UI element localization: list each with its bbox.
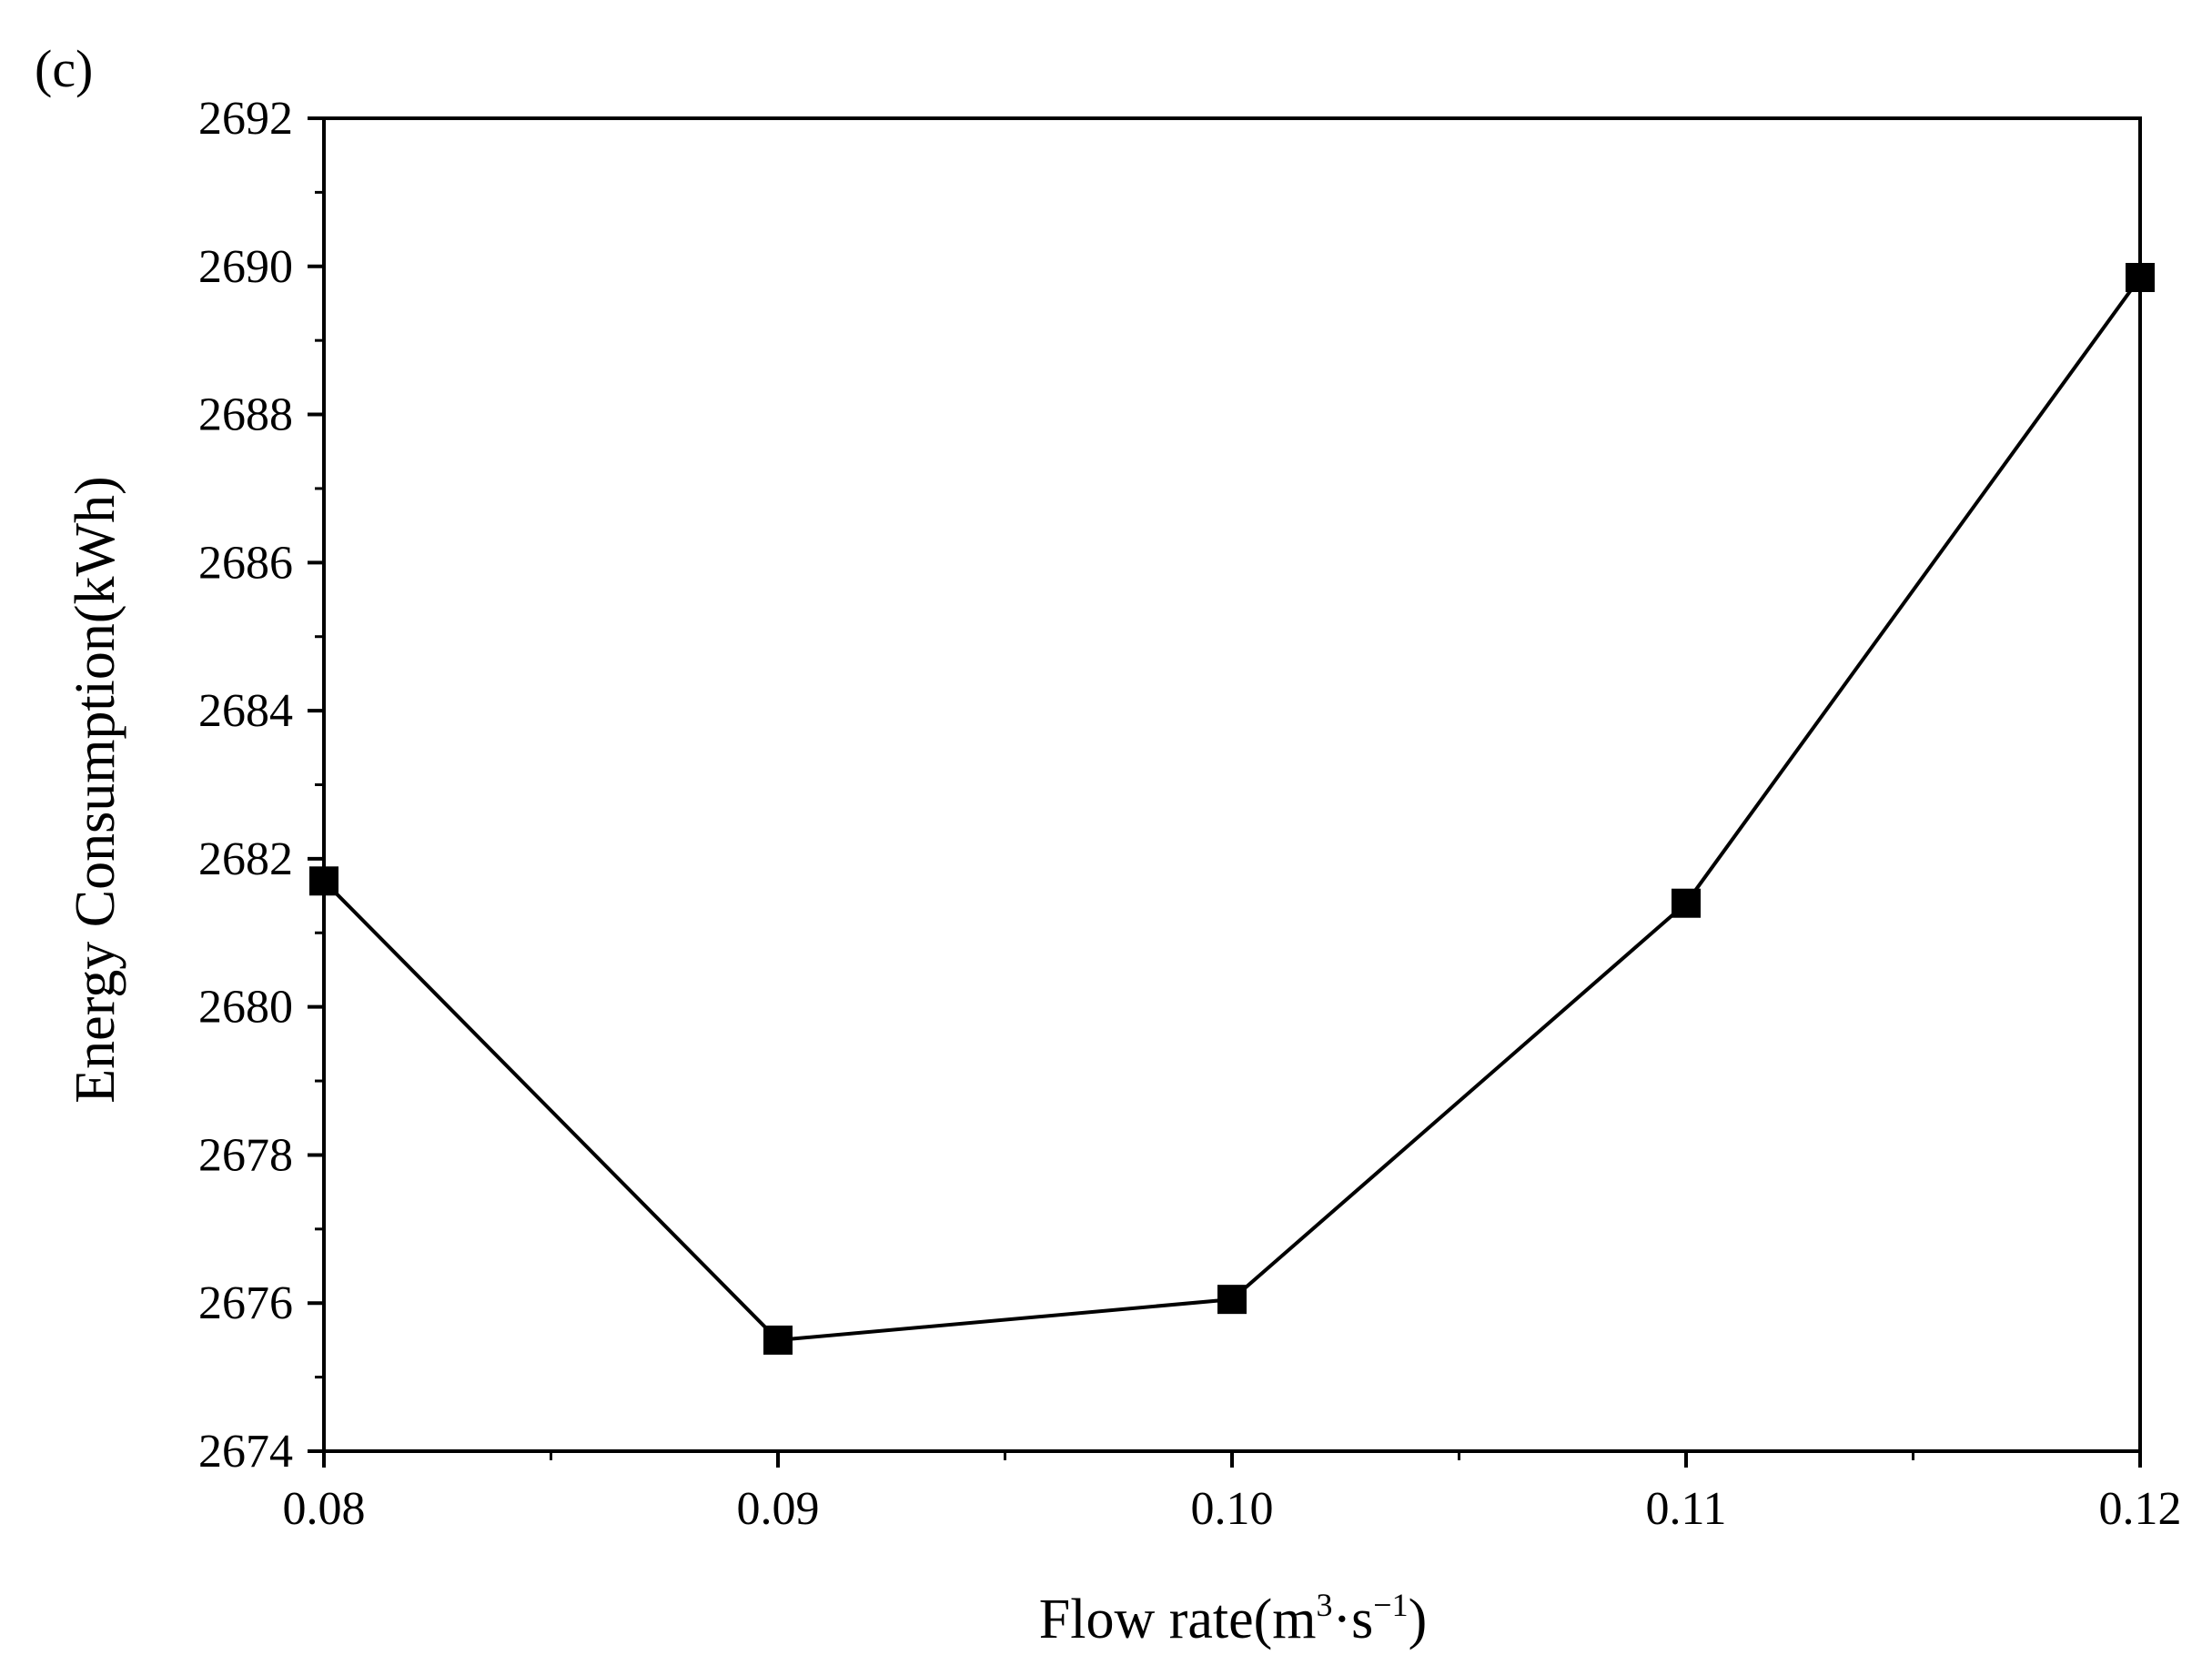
- y-tick-label: 2682: [198, 833, 293, 885]
- y-tick-label: 2676: [198, 1277, 293, 1329]
- data-point-marker: [1217, 1285, 1247, 1315]
- data-point-marker: [763, 1325, 793, 1355]
- plot-frame: [322, 116, 2142, 1453]
- y-tick-label: 2674: [198, 1426, 293, 1478]
- x-tick-label: 0.11: [1645, 1483, 1726, 1535]
- x-axis: 0.08 0.09 0.10 0.11 0.12: [283, 1451, 2182, 1535]
- x-tick-label: 0.08: [283, 1483, 366, 1535]
- x-axis-title-main: Flow rate(m: [1039, 1589, 1317, 1650]
- plot-border: [322, 116, 2142, 1453]
- data-point-marker: [2126, 262, 2155, 292]
- y-tick-label: 2678: [198, 1129, 293, 1181]
- y-tick-label: 2692: [198, 93, 293, 145]
- y-tick-label: 2686: [198, 537, 293, 589]
- x-axis-title-mid: ·s: [1333, 1589, 1374, 1650]
- data-point-marker: [309, 866, 338, 896]
- data-series: [309, 262, 2155, 1355]
- panel-label: (c): [35, 39, 93, 98]
- data-point-marker: [1672, 888, 1701, 918]
- y-tick-label: 2690: [198, 241, 293, 293]
- x-tick-label: 0.12: [2099, 1483, 2182, 1535]
- x-axis-title-sup-2: −1: [1373, 1587, 1408, 1623]
- y-tick-label: 2684: [198, 685, 293, 737]
- x-axis-title-end: ): [1409, 1589, 1428, 1650]
- x-tick-label: 0.10: [1191, 1483, 1274, 1535]
- series-line: [322, 276, 2142, 1342]
- y-tick-label: 2680: [198, 982, 293, 1034]
- x-axis-title-sup-1: 3: [1317, 1587, 1333, 1623]
- y-axis-title: Energy Consumption(kWh): [65, 476, 126, 1103]
- x-tick-label: 0.09: [737, 1483, 820, 1535]
- x-axis-title: Flow rate(m3·s−1): [1039, 1587, 1428, 1650]
- y-tick-label: 2688: [198, 389, 293, 441]
- y-axis: 2674 2676 2678 2680 2682 2684 2686 2688 2690 2692: [198, 93, 324, 1478]
